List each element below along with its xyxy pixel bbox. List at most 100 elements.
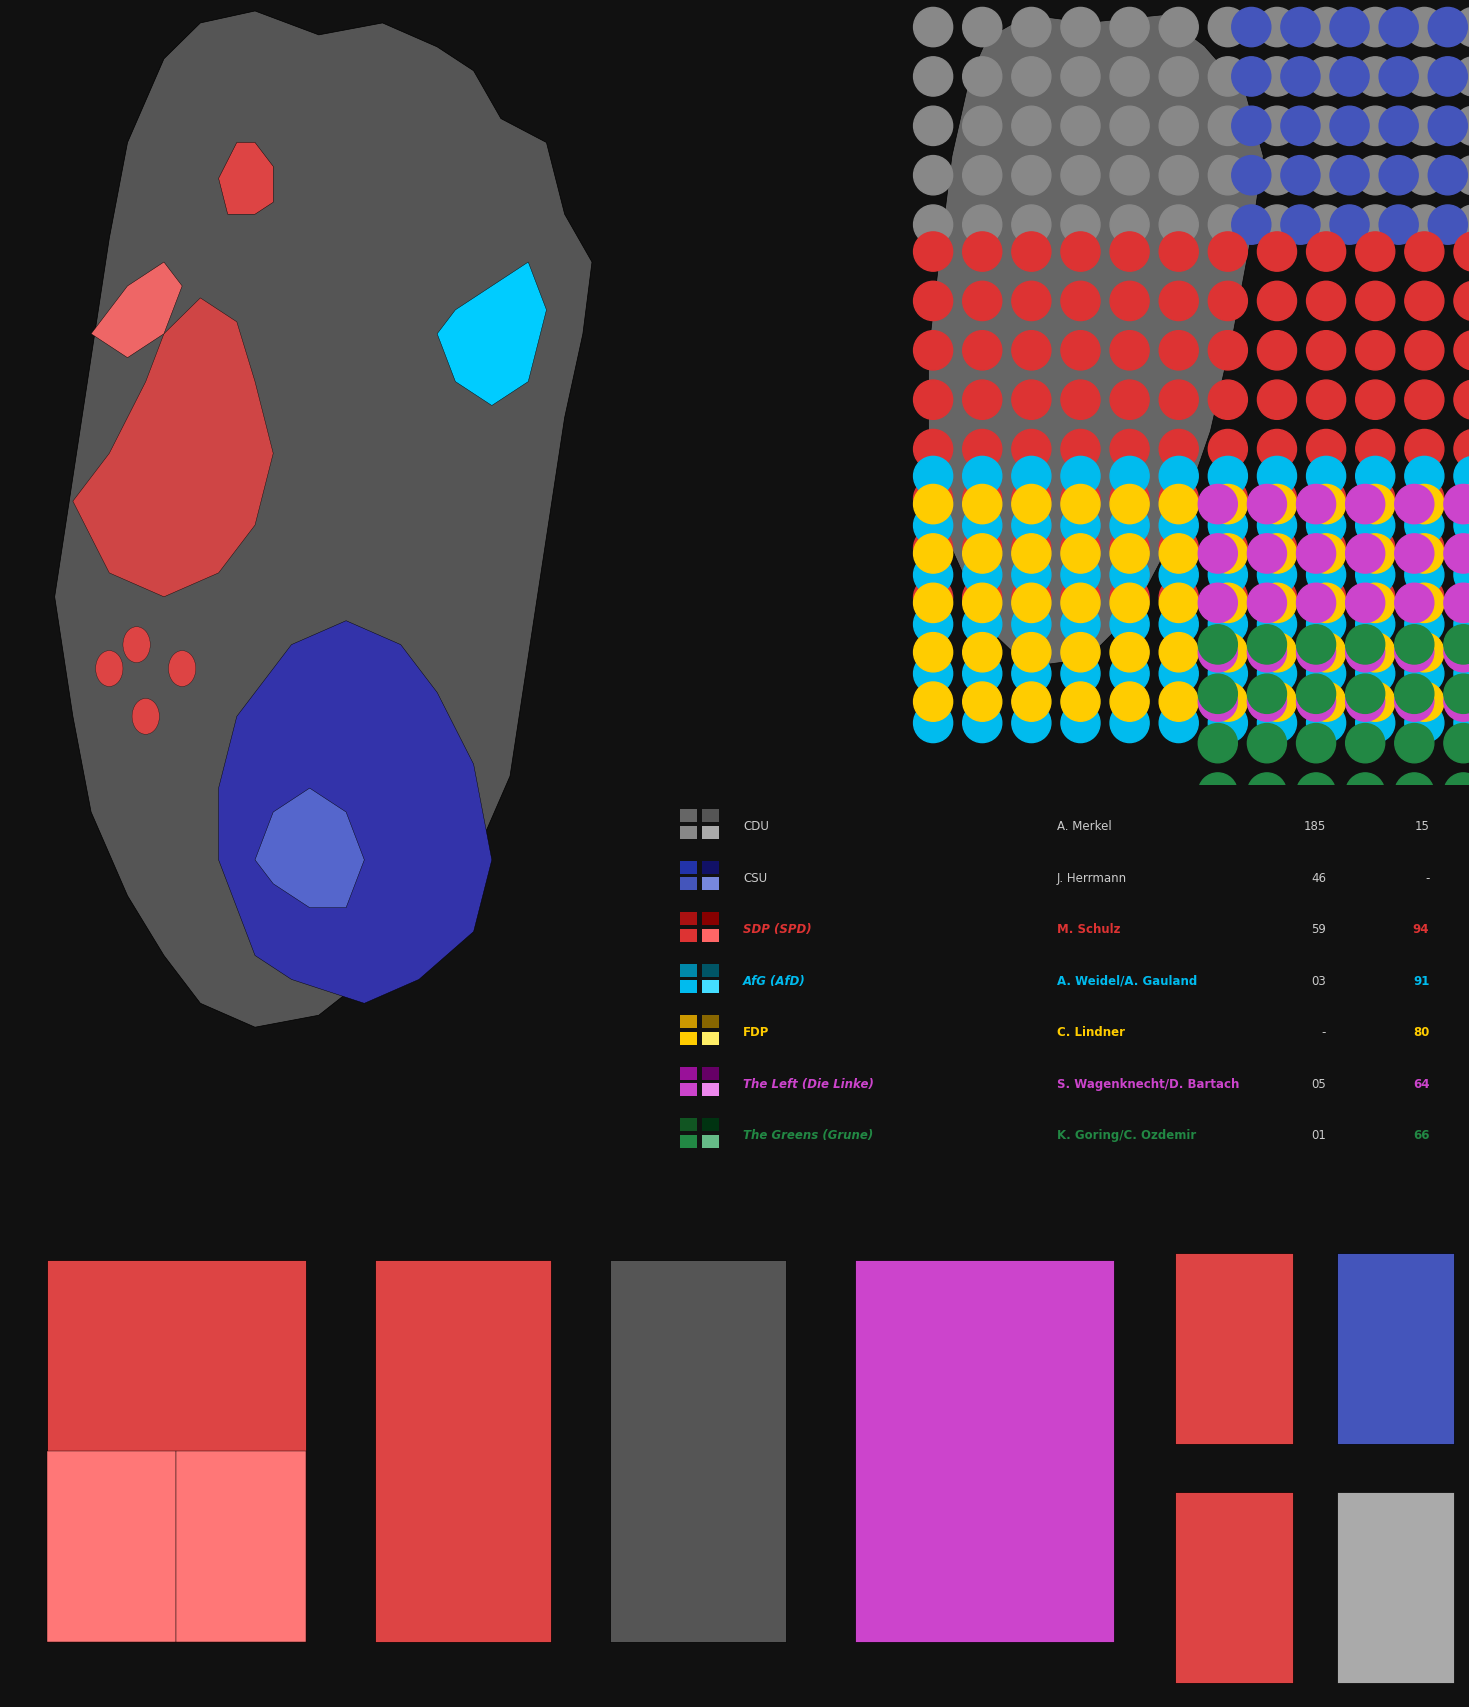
FancyBboxPatch shape	[680, 1135, 698, 1149]
Circle shape	[914, 683, 952, 722]
Circle shape	[914, 534, 952, 574]
Circle shape	[1111, 633, 1149, 673]
Circle shape	[1356, 108, 1394, 147]
Circle shape	[1394, 683, 1434, 722]
Circle shape	[1257, 232, 1297, 271]
FancyBboxPatch shape	[680, 1067, 698, 1081]
Text: The Left (Die Linke): The Left (Die Linke)	[743, 1077, 874, 1091]
Circle shape	[1231, 58, 1271, 97]
Circle shape	[1061, 207, 1100, 246]
Circle shape	[1329, 108, 1369, 147]
Circle shape	[1257, 9, 1297, 48]
Circle shape	[1061, 58, 1100, 97]
Circle shape	[1199, 823, 1237, 862]
Circle shape	[1329, 9, 1369, 48]
Text: -: -	[1425, 871, 1429, 884]
Circle shape	[1404, 480, 1444, 519]
Circle shape	[1454, 534, 1469, 574]
Circle shape	[1257, 703, 1297, 743]
Circle shape	[1454, 480, 1469, 519]
Circle shape	[1257, 430, 1297, 469]
Circle shape	[1111, 331, 1149, 370]
Circle shape	[1454, 9, 1469, 48]
Circle shape	[1346, 724, 1385, 763]
Circle shape	[1306, 430, 1346, 469]
Circle shape	[1159, 584, 1199, 623]
Circle shape	[1454, 507, 1469, 546]
Circle shape	[123, 628, 150, 664]
Circle shape	[1209, 58, 1247, 97]
Circle shape	[1209, 579, 1247, 618]
Circle shape	[1111, 654, 1149, 693]
Circle shape	[1257, 633, 1297, 673]
Circle shape	[1454, 683, 1469, 722]
Circle shape	[1231, 157, 1271, 196]
Circle shape	[1209, 9, 1247, 48]
Circle shape	[1247, 674, 1287, 714]
Circle shape	[1404, 703, 1444, 743]
Circle shape	[1379, 9, 1418, 48]
Circle shape	[1111, 534, 1149, 574]
Circle shape	[1209, 529, 1247, 568]
Circle shape	[1012, 480, 1050, 519]
Circle shape	[1247, 773, 1287, 813]
Circle shape	[1444, 773, 1469, 813]
Circle shape	[1356, 507, 1394, 546]
Circle shape	[1012, 485, 1050, 524]
Circle shape	[1209, 480, 1247, 519]
Circle shape	[1159, 683, 1199, 722]
Circle shape	[962, 108, 1002, 147]
FancyBboxPatch shape	[702, 1033, 720, 1045]
Circle shape	[914, 157, 952, 196]
Circle shape	[1012, 579, 1050, 618]
Circle shape	[1454, 457, 1469, 497]
Circle shape	[1356, 683, 1394, 722]
Circle shape	[132, 700, 159, 734]
Text: M. Schulz: M. Schulz	[1056, 923, 1119, 935]
Circle shape	[1356, 282, 1394, 321]
Circle shape	[1257, 683, 1297, 722]
Circle shape	[1257, 381, 1297, 420]
Circle shape	[1428, 157, 1468, 196]
FancyBboxPatch shape	[702, 964, 720, 976]
Circle shape	[1454, 556, 1469, 596]
Circle shape	[1444, 683, 1469, 722]
Circle shape	[1356, 9, 1394, 48]
Circle shape	[962, 654, 1002, 693]
Circle shape	[1209, 633, 1247, 673]
Circle shape	[962, 282, 1002, 321]
Circle shape	[1346, 534, 1385, 574]
Circle shape	[1306, 457, 1346, 497]
Circle shape	[962, 633, 1002, 673]
Circle shape	[1379, 157, 1418, 196]
Circle shape	[95, 650, 123, 686]
Circle shape	[1306, 108, 1346, 147]
Circle shape	[1444, 633, 1469, 673]
Circle shape	[914, 507, 952, 546]
Circle shape	[1356, 485, 1394, 524]
Circle shape	[1012, 457, 1050, 497]
Circle shape	[1247, 625, 1287, 664]
Circle shape	[1257, 534, 1297, 574]
Circle shape	[1111, 381, 1149, 420]
Circle shape	[1454, 207, 1469, 246]
Polygon shape	[375, 1260, 551, 1642]
Polygon shape	[91, 263, 182, 358]
Circle shape	[1306, 480, 1346, 519]
Circle shape	[1454, 606, 1469, 645]
Circle shape	[1209, 232, 1247, 271]
Circle shape	[1231, 9, 1271, 48]
Circle shape	[1297, 633, 1335, 673]
Circle shape	[1346, 485, 1385, 524]
Circle shape	[1159, 507, 1199, 546]
Circle shape	[1257, 58, 1297, 97]
Circle shape	[1159, 485, 1199, 524]
Circle shape	[1404, 529, 1444, 568]
Circle shape	[1356, 157, 1394, 196]
Circle shape	[1404, 381, 1444, 420]
Circle shape	[1061, 703, 1100, 743]
Circle shape	[1394, 485, 1434, 524]
Circle shape	[1281, 58, 1321, 97]
Polygon shape	[438, 263, 546, 406]
FancyBboxPatch shape	[702, 1084, 720, 1096]
